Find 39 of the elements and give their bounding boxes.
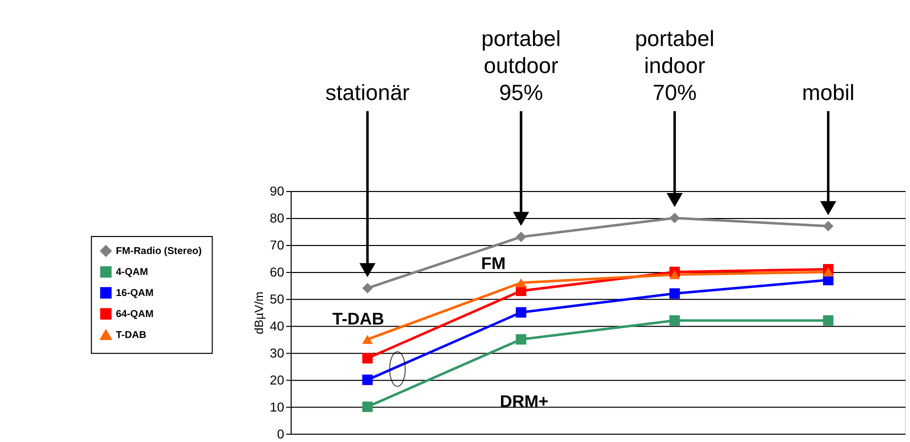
point (669, 270, 680, 280)
point (362, 402, 373, 412)
y-tick-label: 40 (270, 318, 284, 334)
y-tick-label: 0 (276, 426, 284, 442)
y-tick-label: 50 (270, 291, 284, 306)
point (822, 315, 834, 326)
y-tick-label: 30 (270, 345, 284, 360)
y-axis-title: dBµV/m (252, 291, 266, 334)
point (362, 282, 373, 294)
y-tick-label: 10 (270, 399, 284, 414)
y-tick-label: 90 (270, 184, 284, 199)
y-tick-label: 60 (270, 264, 284, 280)
point (669, 288, 680, 299)
point (822, 220, 834, 232)
annotation: DRM+ (500, 392, 548, 412)
legend-label: 64-QAM (116, 308, 154, 320)
point (362, 353, 373, 364)
point (669, 315, 680, 326)
point (516, 278, 526, 288)
point (516, 334, 526, 345)
point (516, 232, 526, 242)
legend-label: 16-QAM (116, 288, 154, 299)
y-tick-label: 70 (270, 237, 284, 252)
x-tick-label: stationär (325, 80, 410, 106)
point (362, 334, 373, 344)
y-tick-label: 80 (270, 210, 284, 226)
point (669, 212, 680, 224)
annotation: T-DAB (332, 310, 384, 329)
x-tick-label: portabel indoor 70% (634, 26, 714, 106)
x-tick-label: mobil (802, 80, 854, 106)
point (516, 307, 526, 318)
y-tick-label: 20 (270, 372, 284, 388)
x-tick-label: portabel outdoor 95% (481, 26, 561, 106)
legend-label: T-DAB (116, 330, 146, 341)
legend-label: 4-QAM (116, 266, 148, 278)
legend-label: FM-Radio (Stereo) (116, 246, 202, 257)
point (822, 267, 834, 276)
annotation: FM (481, 254, 506, 273)
point (362, 374, 373, 386)
